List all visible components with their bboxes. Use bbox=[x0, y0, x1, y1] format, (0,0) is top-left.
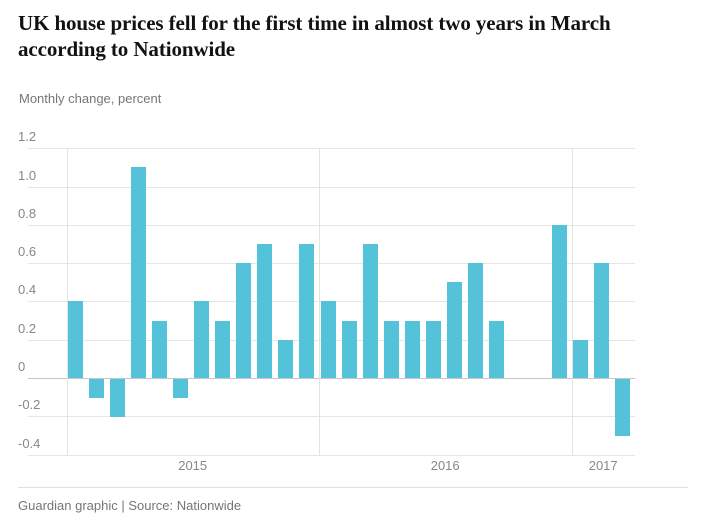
bar-jun-2016 bbox=[425, 320, 441, 378]
bar-mar-2016 bbox=[362, 244, 378, 378]
chart-title-line-2: according to Nationwide bbox=[18, 37, 236, 61]
bar-oct-2015 bbox=[257, 244, 273, 378]
y-tick-label: 0 bbox=[18, 359, 26, 374]
bar-dec-2016 bbox=[551, 224, 567, 378]
source-credit: Guardian graphic | Source: Nationwide bbox=[18, 498, 242, 513]
bar-mar-2015 bbox=[110, 379, 126, 418]
bar-aug-2016 bbox=[467, 263, 483, 378]
bar-feb-2015 bbox=[89, 379, 104, 399]
bar-nov-2015 bbox=[278, 339, 294, 378]
bar-may-2015 bbox=[152, 320, 168, 378]
x-year-label: 2016 bbox=[430, 458, 460, 473]
y-gridline bbox=[28, 454, 635, 456]
footer-divider bbox=[18, 487, 688, 488]
year-gridline bbox=[571, 148, 573, 455]
chart-title-line-1: UK house prices fell for the first time … bbox=[18, 11, 611, 35]
y-tick-label: 1.0 bbox=[18, 167, 37, 183]
bar-apr-2016 bbox=[383, 320, 399, 378]
y-tick-label: -0.4 bbox=[18, 435, 41, 451]
bar-may-2016 bbox=[404, 320, 420, 378]
bar-dec-2015 bbox=[299, 244, 315, 378]
bar-sep-2016 bbox=[488, 320, 504, 378]
chart-subtitle: Monthly change, percent bbox=[19, 91, 162, 106]
x-year-label: 2017 bbox=[588, 458, 618, 473]
y-gridline bbox=[28, 148, 635, 150]
bar-apr-2015 bbox=[131, 167, 147, 378]
bar-sep-2015 bbox=[236, 263, 252, 378]
zero-gridline bbox=[28, 378, 635, 379]
bar-mar-2017 bbox=[615, 379, 630, 437]
bar-jan-2015 bbox=[68, 301, 83, 378]
y-tick-label: 0.8 bbox=[18, 205, 37, 221]
bar-jul-2015 bbox=[194, 301, 210, 378]
y-tick-label: -0.2 bbox=[18, 397, 41, 413]
y-gridline bbox=[28, 416, 635, 418]
year-gridline bbox=[66, 148, 68, 455]
bar-jul-2016 bbox=[446, 282, 462, 379]
chart-title: UK house prices fell for the first time … bbox=[18, 10, 611, 62]
y-gridline bbox=[28, 263, 635, 265]
y-tick-label: 0.6 bbox=[18, 244, 37, 260]
bar-feb-2017 bbox=[594, 263, 609, 378]
y-tick-label: 1.2 bbox=[18, 129, 37, 145]
y-gridline bbox=[28, 224, 635, 226]
bar-aug-2015 bbox=[215, 320, 231, 378]
year-gridline bbox=[319, 148, 320, 455]
y-tick-label: 0.4 bbox=[18, 282, 37, 298]
bar-jan-2017 bbox=[573, 339, 588, 378]
x-year-label: 2015 bbox=[178, 458, 208, 473]
bar-feb-2016 bbox=[341, 320, 357, 378]
y-tick-label: 0.2 bbox=[18, 320, 37, 336]
bar-jun-2015 bbox=[173, 379, 189, 399]
bar-jan-2016 bbox=[320, 301, 336, 378]
y-gridline bbox=[28, 186, 635, 188]
